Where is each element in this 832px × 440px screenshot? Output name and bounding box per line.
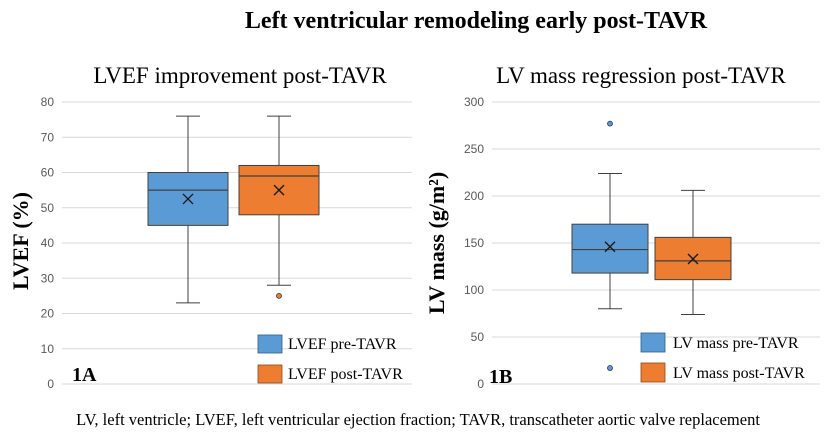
y-tick-label: 100 [464,283,484,297]
outlier-point [607,365,613,371]
gridlines-lv-mass [492,101,820,385]
legend-lvef: LVEF pre-TAVR LVEF post-TAVR [257,334,403,384]
legend-label-lvef-pre: LVEF pre-TAVR [288,336,397,353]
legend-swatch-lv-mass-pre [640,332,666,353]
y-tick-label: 250 [464,142,484,156]
box-lvef-post-tavr [238,115,320,299]
box-lv-mass-post-tavr [654,189,732,315]
panel-label-1b: 1B [489,366,512,388]
figure-caption: LV, left ventricle; LVEF, left ventricul… [76,410,760,429]
legend-label-lvef-post: LVEF post-TAVR [288,366,403,383]
mean-marker [182,193,194,205]
legend-swatch-lv-mass-post [640,362,666,383]
y-tick-label: 150 [464,236,484,250]
panel-title-lv-mass: LV mass regression post-TAVR [496,63,786,88]
mean-marker [273,184,285,196]
legend-label-lv-mass-pre: LV mass pre-TAVR [673,335,799,352]
outlier-point [607,120,613,127]
box-lv-mass-pre-tavr [571,120,649,371]
legend-swatch-lvef-post [257,364,283,384]
panel-lv-mass: LV mass regression post-TAVR LV mass (g/… [424,63,820,391]
y-tick-label: 50 [41,201,55,215]
y-tick-label: 200 [464,189,484,203]
gridlines-lvef [62,101,412,385]
panel-label-1a: 1A [72,364,97,386]
y-tick-label: 10 [41,342,55,356]
y-tick-label: 70 [41,130,55,144]
mean-marker [604,241,616,253]
legend-label-lv-mass-post: LV mass post-TAVR [673,365,805,382]
panel-title-lvef: LVEF improvement post-TAVR [93,63,387,88]
y-tick-label: 80 [41,95,55,109]
y-tick-label: 0 [47,377,54,391]
iqr-box [571,223,649,274]
box-lvef-pre-tavr [147,115,229,304]
mean-marker [687,253,699,265]
legend-swatch-lvef-pre [257,334,283,354]
y-tick-label: 0 [477,377,484,391]
y-axis-label-lv-mass: LV mass (g/m²) [424,172,449,314]
legend-lv-mass: LV mass pre-TAVR LV mass post-TAVR [640,332,805,383]
y-ticks-lvef: 0 10 20 30 40 50 60 70 80 [41,95,55,391]
y-tick-label: 20 [41,307,55,321]
y-tick-label: 60 [41,166,55,180]
y-tick-label: 30 [41,271,55,285]
y-tick-label: 50 [471,330,485,344]
boxplots-lv-mass [571,120,732,371]
panel-lvef: LVEF improvement post-TAVR LVEF (%) 0 10 2… [8,63,412,391]
y-tick-label: 40 [41,236,55,250]
y-ticks-lv-mass: 0 50 100 150 200 250 300 [464,95,484,391]
outlier-point [276,292,282,299]
boxplots-lvef [147,115,320,304]
figure-title: Left ventricular remodeling early post-T… [245,8,708,34]
y-axis-label-lvef: LVEF (%) [8,192,33,290]
y-tick-label: 300 [464,95,484,109]
